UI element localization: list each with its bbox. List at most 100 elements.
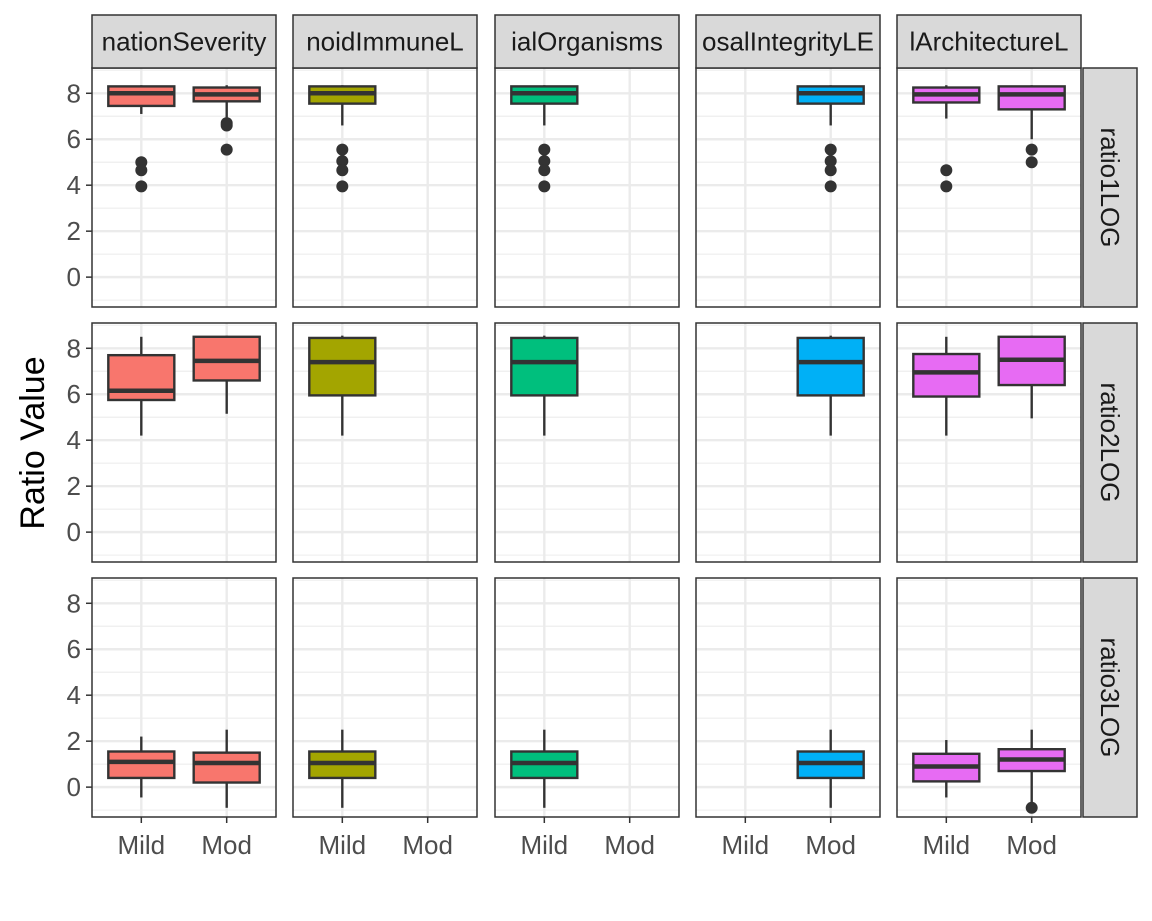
boxplot-ratio1LOG-mild <box>107 85 176 193</box>
x-tick-label: Mild <box>721 830 769 860</box>
facet-strip-top <box>695 14 881 69</box>
box <box>510 336 579 397</box>
panel-background <box>495 578 679 817</box>
facet-label-row-0: ratio1LOG <box>1095 128 1125 248</box>
box <box>912 352 981 398</box>
outlier-point <box>824 143 837 156</box>
boxplot-ratio3LOG-mild <box>107 736 176 798</box>
outlier-point <box>336 143 349 156</box>
y-tick-label: 8 <box>67 78 81 108</box>
panel-ratio3LOG-3 <box>696 578 880 817</box>
boxplot-ratio1LOG-mod <box>796 85 865 193</box>
outlier-point <box>1025 143 1038 156</box>
facet-strip-top <box>896 14 1082 69</box>
boxplot-ratio2LOG-mild <box>912 336 981 436</box>
facet-strip-right <box>1082 67 1138 308</box>
y-tick-label: 8 <box>67 588 81 618</box>
box <box>308 336 377 397</box>
boxplot-ratio1LOG-mild <box>912 85 981 193</box>
box <box>107 85 176 108</box>
boxplot-ratio3LOG-mild <box>308 729 377 808</box>
panel-border <box>896 322 1082 563</box>
box <box>192 335 261 382</box>
x-tick-label: Mod <box>402 830 453 860</box>
boxplot-ratio3LOG-mild <box>912 740 981 798</box>
boxplot-ratio2LOG-mod <box>192 335 261 414</box>
boxplot-ratio2LOG-mod <box>796 335 865 436</box>
outlier-point <box>220 143 233 156</box>
panel-ratio3LOG-1 <box>293 578 477 817</box>
outlier-point <box>135 164 148 177</box>
panel-background <box>495 68 679 307</box>
boxplot-ratio3LOG-mod <box>997 729 1066 814</box>
boxplot-ratio1LOG-mild <box>308 85 377 193</box>
panel-ratio3LOG-0 <box>92 578 276 817</box>
facet-label-col-2: ialOrganisms <box>511 27 663 57</box>
panel-border <box>91 577 277 818</box>
facet-strip-top <box>91 14 277 69</box>
panel-ratio1LOG-2 <box>495 68 679 307</box>
facet-strip-right <box>1082 322 1138 563</box>
y-tick-label: 2 <box>67 471 81 501</box>
panel-border <box>695 322 881 563</box>
panel-border <box>494 577 680 818</box>
box <box>107 353 176 402</box>
facet-label-col-1: noidImmuneL <box>306 27 464 57</box>
box <box>997 85 1066 111</box>
panel-background <box>92 68 276 307</box>
outlier-point <box>336 180 349 193</box>
y-tick-label: 0 <box>67 517 81 547</box>
y-tick-label: 0 <box>67 772 81 802</box>
x-tick-label: Mod <box>604 830 655 860</box>
outlier-point <box>538 164 551 177</box>
boxplot-ratio1LOG-mild <box>510 85 579 193</box>
y-tick-label: 8 <box>67 333 81 363</box>
x-tick-label: Mild <box>520 830 568 860</box>
y-tick-label: 0 <box>67 262 81 292</box>
panel-border <box>896 577 1082 818</box>
boxplot-ratio3LOG-mod <box>796 729 865 808</box>
box <box>192 751 261 784</box>
facet-label-col-3: osalIntegrityLE <box>702 27 874 57</box>
panel-border <box>695 577 881 818</box>
boxplot-ratio2LOG-mod <box>997 335 1066 419</box>
facet-strip-right <box>1082 577 1138 818</box>
outlier-point <box>538 143 551 156</box>
box <box>796 336 865 397</box>
panel-border <box>292 577 478 818</box>
panel-ratio1LOG-3 <box>696 68 880 307</box>
outlier-point <box>824 164 837 177</box>
boxplot-ratio3LOG-mild <box>510 729 579 808</box>
y-tick-label: 4 <box>67 170 81 200</box>
outlier-point <box>336 164 349 177</box>
y-tick-label: 6 <box>67 634 81 664</box>
panel-border <box>494 322 680 563</box>
boxplot-ratio2LOG-mild <box>510 335 579 436</box>
panel-background <box>293 68 477 307</box>
x-tick-label: Mild <box>318 830 366 860</box>
panel-background <box>293 578 477 817</box>
outlier-point <box>824 180 837 193</box>
y-tick-label: 6 <box>67 379 81 409</box>
outlier-point <box>538 155 551 168</box>
box <box>107 750 176 780</box>
facet-strip-top <box>494 14 680 69</box>
y-axis-title: Ratio Value <box>14 356 52 529</box>
x-tick-label: Mod <box>805 830 856 860</box>
y-tick-label: 2 <box>67 216 81 246</box>
facet-label-row-2: ratio3LOG <box>1095 638 1125 758</box>
outlier-point <box>220 119 233 132</box>
y-tick-label: 4 <box>67 425 81 455</box>
facet-label-row-1: ratio2LOG <box>1095 383 1125 503</box>
facet-label-col-0: nationSeverity <box>102 27 267 57</box>
y-tick-label: 2 <box>67 726 81 756</box>
facet-strip-top <box>292 14 478 69</box>
outlier-point <box>1025 801 1038 814</box>
boxplot-ratio3LOG-mod <box>192 729 261 808</box>
y-tick-label: 6 <box>67 124 81 154</box>
panel-ratio3LOG-4 <box>897 578 1081 817</box>
outlier-point <box>1025 156 1038 169</box>
outlier-point <box>940 180 953 193</box>
x-tick-label: Mod <box>1006 830 1057 860</box>
